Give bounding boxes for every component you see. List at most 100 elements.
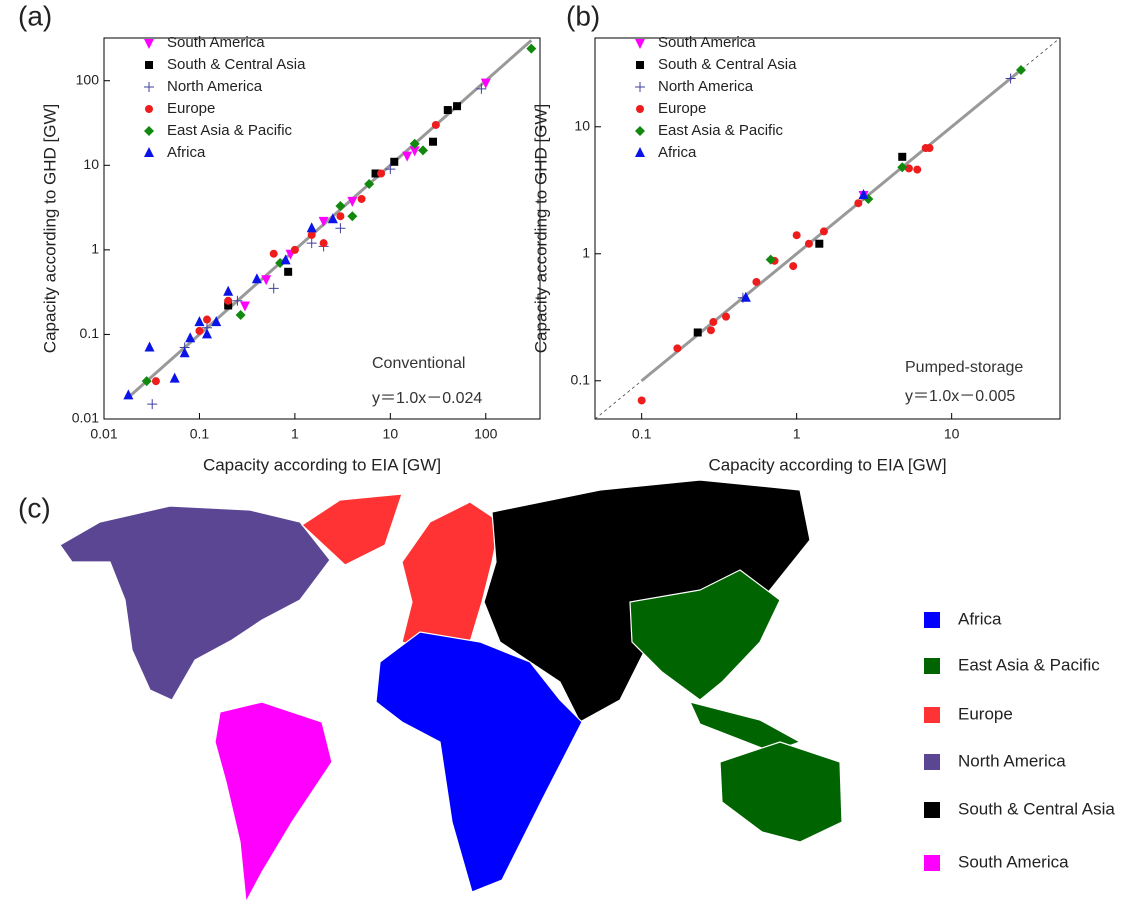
map-region [401,501,501,653]
x-tick-label: 10 [383,426,399,442]
point [306,238,317,249]
legend-marker [636,105,644,113]
point [179,347,190,358]
point [144,341,155,352]
point [307,230,316,239]
point [898,152,907,161]
x-tick-label: 1 [793,426,801,442]
point [371,169,380,178]
y-tick-label: 10 [83,156,99,172]
point [269,249,278,258]
y-tick-label: 10 [574,117,590,133]
point [706,326,715,335]
point [347,196,358,207]
point [913,165,922,174]
legend-marker [636,61,644,69]
map-region [719,741,843,843]
point [232,295,243,306]
point [453,102,462,111]
legend-label: South America [167,34,265,51]
point [854,199,863,208]
legend-marker [144,82,154,92]
legend-label: Africa [658,144,697,161]
point [211,316,222,327]
legend-label: South & Central Asia [958,799,1115,818]
point [202,315,211,324]
point [897,162,908,173]
point [418,145,429,156]
point [1005,73,1016,84]
point [239,301,250,312]
legend-label: Africa [167,144,206,161]
point [476,83,487,94]
point [290,245,299,254]
point [151,377,160,386]
point [673,344,682,353]
point [327,213,338,224]
legend-label: Europe [958,704,1013,723]
point [637,396,646,405]
panel-label: (c) [18,492,51,523]
legend-label: North America [658,78,754,95]
point [280,254,291,265]
legend-swatch [924,802,940,818]
y-tick-label: 100 [76,71,100,87]
annotation: Pumped-storage [905,359,1023,376]
annotation: Conventional [372,355,465,372]
point [261,275,272,286]
annotation: y＝1.0x－0.024 [372,390,482,407]
point [385,164,396,175]
point [347,211,358,222]
point [526,43,537,54]
x-axis-title: Capacity according to EIA [GW] [203,455,441,474]
legend-swatch [924,612,940,628]
point [318,216,329,227]
legend-marker [145,61,153,69]
point [402,151,413,162]
point [357,194,366,203]
legend-label: East Asia & Pacific [958,655,1100,674]
point [789,262,798,271]
plot-frame [594,37,1061,420]
point [335,223,346,234]
legend-label: South & Central Asia [167,56,306,73]
legend-label: North America [167,78,263,95]
legend-swatch [924,707,940,723]
annotation: y＝1.0x－0.005 [905,388,1015,405]
point [431,120,440,129]
point [169,372,180,383]
point [390,157,399,166]
point [693,328,702,337]
point [319,239,328,248]
legend-marker [635,126,645,136]
map-region [629,569,781,701]
legend-marker [144,126,154,136]
y-tick-label: 1 [582,244,590,260]
point [123,389,134,400]
point [429,137,438,146]
y-tick-label: 0.01 [72,410,99,426]
x-tick-label: 100 [474,426,498,442]
legend-marker [635,82,645,92]
point [364,179,375,190]
fit-line [640,68,1022,382]
x-tick-label: 10 [944,426,960,442]
point [201,328,212,339]
point [409,146,420,157]
point [709,318,718,327]
point [804,239,813,248]
y-tick-label: 0.1 [571,371,591,387]
map-region [214,701,333,903]
point [377,169,386,178]
legend-label: Europe [658,100,706,117]
panel-label: (a) [18,0,52,31]
y-axis-title: Capacity according to GHD [GW] [40,104,59,353]
legend-label: Africa [958,609,1002,628]
point [141,376,152,387]
fit-line [127,39,533,399]
point [251,273,262,284]
legend-swatch [924,855,940,871]
x-tick-label: 1 [291,426,299,442]
x-tick-label: 0.1 [190,426,210,442]
